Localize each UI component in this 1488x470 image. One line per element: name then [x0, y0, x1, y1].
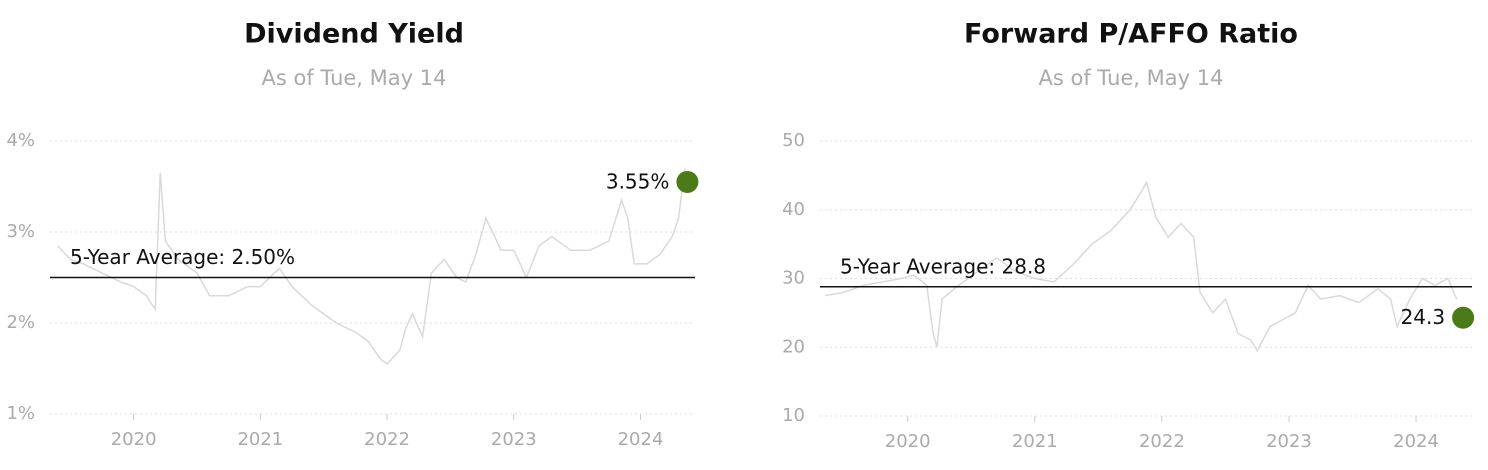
- x-tick-label: 2020: [111, 429, 157, 450]
- chart-title: Forward P/AFFO Ratio: [964, 19, 1298, 50]
- x-tick-label: 2020: [885, 431, 931, 452]
- y-tick-label: 4%: [6, 130, 35, 151]
- x-tick-label: 2023: [1266, 431, 1312, 452]
- average-label: 5-Year Average: 2.50%: [70, 245, 295, 269]
- x-tick-label: 2024: [618, 429, 664, 450]
- chart-title: Dividend Yield: [244, 19, 464, 50]
- chart-subtitle: As of Tue, May 14: [262, 66, 447, 90]
- y-tick-label: 20: [782, 336, 805, 357]
- x-tick-label: 2021: [1012, 431, 1058, 452]
- y-tick-label: 1%: [6, 403, 35, 424]
- y-tick-label: 3%: [6, 221, 35, 242]
- x-tick-label: 2022: [364, 429, 410, 450]
- latest-point: [676, 170, 699, 193]
- latest-point: [1452, 306, 1475, 329]
- y-tick-label: 30: [782, 268, 805, 289]
- latest-label: 3.55%: [606, 169, 670, 193]
- y-tick-label: 50: [782, 130, 805, 151]
- data-line: [57, 168, 686, 365]
- y-tick-label: 10: [782, 405, 805, 426]
- x-tick-label: 2024: [1393, 431, 1439, 452]
- y-tick-label: 40: [782, 199, 805, 220]
- x-tick-label: 2022: [1139, 431, 1185, 452]
- y-tick-label: 2%: [6, 312, 35, 333]
- x-tick-label: 2021: [237, 429, 283, 450]
- average-label: 5-Year Average: 28.8: [840, 254, 1046, 278]
- x-tick-label: 2023: [491, 429, 537, 450]
- latest-label: 24.3: [1401, 305, 1446, 329]
- chart-subtitle: As of Tue, May 14: [1039, 66, 1224, 90]
- data-line: [824, 180, 1458, 353]
